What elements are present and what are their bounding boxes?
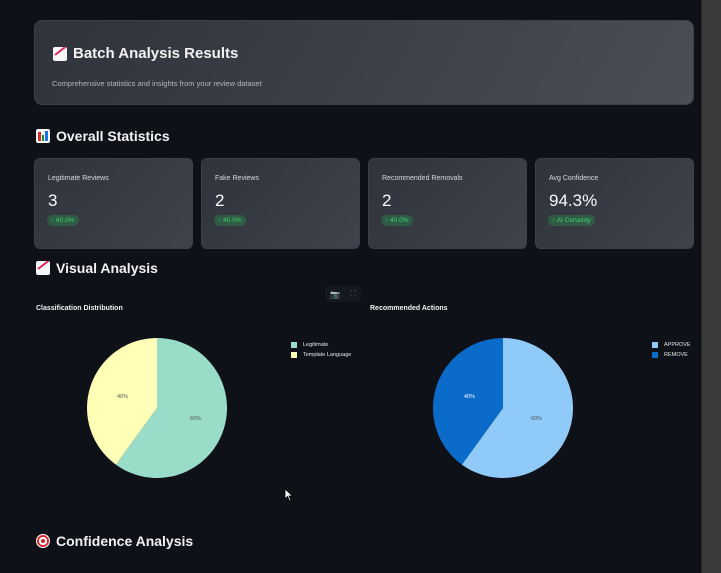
legend-swatch	[652, 342, 658, 348]
legend-item-remove[interactable]: REMOVE	[652, 350, 691, 360]
camera-icon[interactable]: 📷	[330, 289, 341, 299]
metric-delta-badge: ↑ 40.0%	[381, 215, 413, 226]
page-title-text: Batch Analysis Results	[73, 45, 239, 62]
pie-slice-approve[interactable]	[461, 338, 573, 478]
legend-item-approve[interactable]: APPROVE	[652, 340, 691, 350]
section-confidence-analysis: Confidence Analysis	[36, 533, 193, 549]
legend-swatch	[652, 352, 658, 358]
section-title-text: Visual Analysis	[56, 260, 158, 276]
metric-fake-reviews: Fake Reviews 2 ↑ 40.0%	[201, 158, 360, 249]
metric-value: 2	[215, 191, 225, 210]
side-panel	[701, 0, 721, 573]
metric-delta-badge: ↑ 40.0%	[214, 215, 246, 226]
chart-increasing-icon	[53, 46, 67, 61]
section-visual-analysis: Visual Analysis	[36, 260, 158, 276]
metric-delta-badge: ↑ AI Certainty	[548, 215, 595, 226]
results-header-card: Batch Analysis Results Comprehensive sta…	[34, 20, 694, 105]
metric-label: Avg Confidence	[549, 175, 599, 182]
pie-label: 40%	[117, 394, 128, 400]
metric-label: Legitimate Reviews	[48, 175, 109, 182]
mouse-cursor-icon	[284, 488, 294, 502]
section-overall-statistics: Overall Statistics	[36, 128, 170, 144]
metric-label: Recommended Removals	[382, 175, 463, 182]
metric-value: 94.3%	[549, 191, 598, 210]
metric-value: 2	[382, 191, 392, 210]
metric-recommended-removals: Recommended Removals 2 ↑ 40.0%	[368, 158, 527, 249]
pie-label: 60%	[190, 416, 201, 422]
classification-pie-chart[interactable]: 60% 40%	[87, 338, 227, 478]
section-title-text: Overall Statistics	[56, 128, 170, 144]
legend-label: Template Language	[303, 352, 352, 358]
bar-chart-icon	[36, 129, 50, 143]
metric-delta-badge: ↑ 60.0%	[47, 215, 79, 226]
chart-title-classification: Classification Distribution	[36, 305, 123, 312]
metric-legitimate-reviews: Legitimate Reviews 3 ↑ 60.0%	[34, 158, 193, 249]
page-subtitle: Comprehensive statistics and insights fr…	[52, 79, 262, 88]
pie-slice-legitimate[interactable]	[115, 338, 227, 478]
chart-title-actions: Recommended Actions	[370, 305, 448, 312]
legend-item-template-language[interactable]: Template Language	[291, 350, 351, 360]
direct-hit-icon	[36, 534, 50, 548]
metric-value: 3	[48, 191, 58, 210]
page-title: Batch Analysis Results	[53, 45, 238, 62]
chart-modebar: 📷 ⛶	[325, 286, 361, 302]
section-title-text: Confidence Analysis	[56, 533, 194, 549]
legend-label: REMOVE	[664, 352, 688, 358]
pie-slice-template-language[interactable]	[87, 338, 157, 465]
pie-label: 40%	[464, 394, 475, 400]
legend-swatch	[291, 352, 297, 358]
metric-avg-confidence: Avg Confidence 94.3% ↑ AI Certainty	[535, 158, 694, 249]
legend-label: Legitimate	[303, 342, 329, 348]
pie-slice-remove[interactable]	[433, 338, 503, 465]
legend-item-legitimate[interactable]: Legitimate	[291, 340, 351, 350]
legend-label: APPROVE	[664, 342, 691, 348]
fullscreen-icon[interactable]: ⛶	[350, 289, 356, 298]
actions-legend: APPROVE REMOVE	[652, 340, 691, 360]
legend-swatch	[291, 342, 297, 348]
classification-legend: Legitimate Template Language	[291, 340, 351, 360]
chart-increasing-icon	[36, 261, 50, 275]
metric-label: Fake Reviews	[215, 175, 259, 182]
actions-pie-chart[interactable]: 60% 40%	[433, 338, 573, 478]
pie-label: 60%	[531, 416, 542, 422]
